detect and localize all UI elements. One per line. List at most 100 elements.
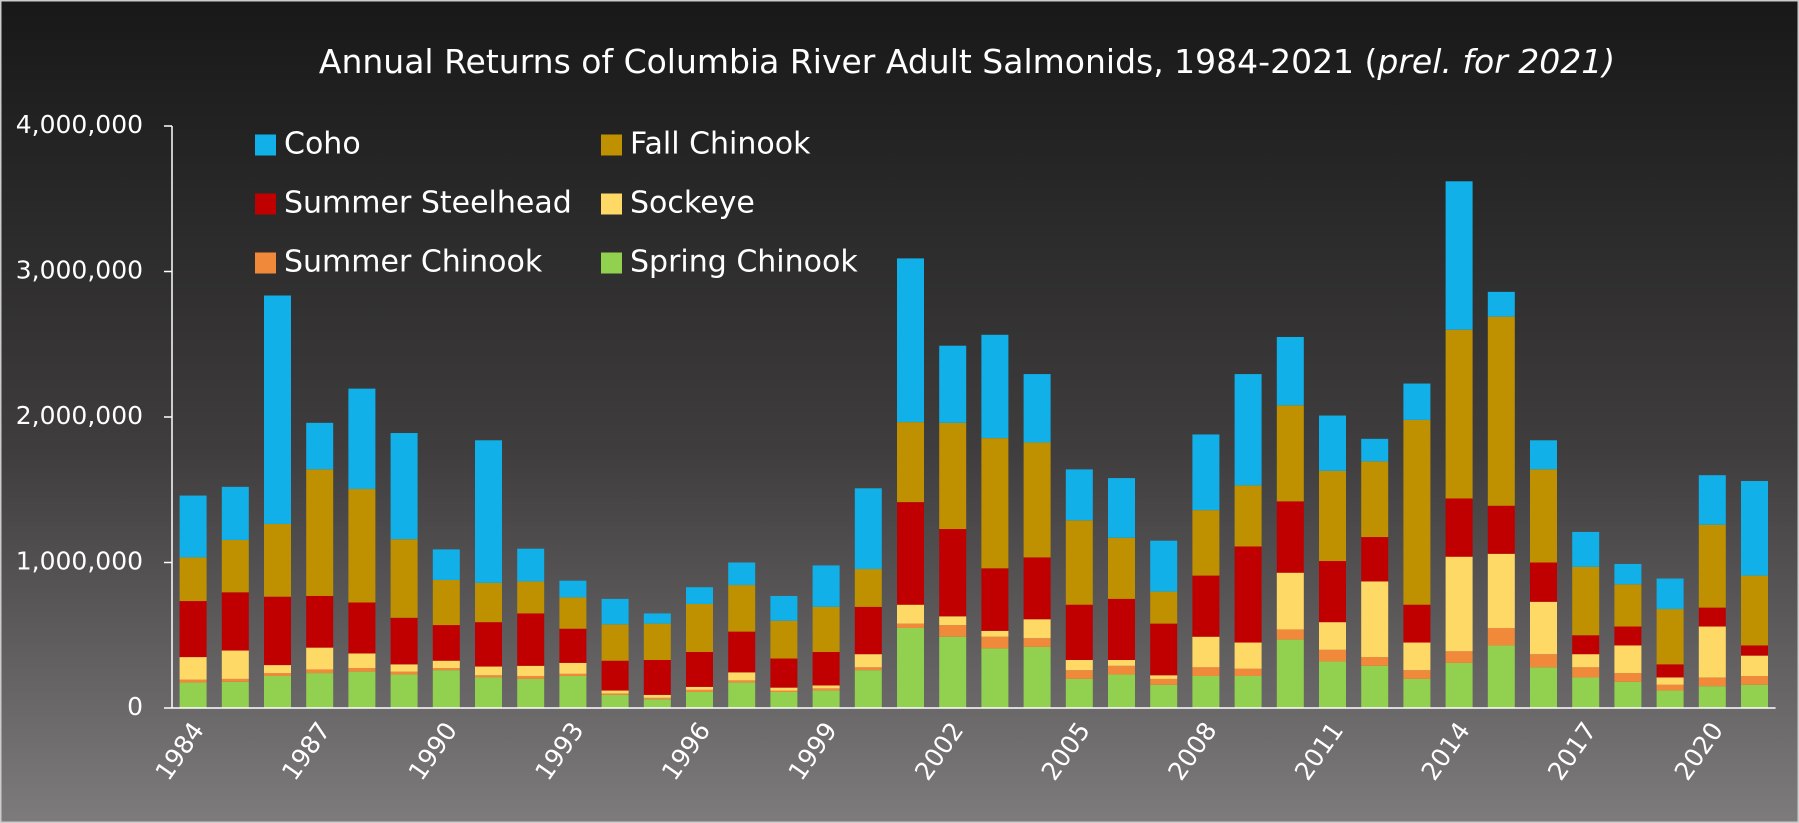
- bar-segment: [1614, 626, 1642, 646]
- bar-segment: [643, 694, 671, 698]
- bar-segment: [221, 539, 249, 593]
- bar-segment: [1023, 646, 1051, 708]
- bar-segment: [221, 678, 249, 682]
- legend-label: Coho: [284, 127, 361, 162]
- bar-segment: [1108, 537, 1135, 599]
- bar-segment: [897, 502, 924, 605]
- bar-segment: [1530, 601, 1557, 655]
- bar-segment: [517, 678, 545, 708]
- bar-segment: [1276, 336, 1304, 406]
- bar-segment: [1656, 684, 1684, 691]
- bar-segment: [348, 602, 376, 654]
- bar-segment: [432, 660, 460, 668]
- bar-segment: [1487, 291, 1515, 317]
- bar-segment: [1530, 469, 1557, 563]
- bar-segment: [179, 495, 207, 558]
- bar-segment: [1065, 678, 1093, 708]
- bar-segment: [1572, 654, 1600, 668]
- bar-segment: [264, 295, 291, 524]
- bar-segment: [686, 587, 713, 604]
- bar-segment: [1656, 578, 1684, 610]
- bar-segment: [1698, 607, 1726, 627]
- bar-segment: [1234, 374, 1262, 486]
- bar-segment: [1023, 619, 1051, 639]
- bar-segment: [1614, 563, 1642, 585]
- bar-segment: [559, 662, 587, 674]
- bar-segment: [981, 630, 1009, 637]
- bar-segment: [1361, 657, 1389, 666]
- bar-segment: [939, 345, 967, 423]
- bar-segment: [812, 651, 840, 686]
- bar-segment: [264, 665, 291, 674]
- bar-segment: [475, 675, 502, 678]
- bar-segment: [812, 565, 840, 607]
- bar-segment: [559, 628, 587, 663]
- bar-segment: [559, 673, 587, 676]
- bar-segment: [1572, 667, 1600, 678]
- bar-segment: [601, 598, 629, 625]
- bar-segment: [306, 647, 334, 670]
- bar-segment: [1403, 604, 1431, 643]
- bar-segment: [686, 686, 713, 690]
- y-tick-label: 1,000,000: [16, 547, 143, 576]
- bar-segment: [1319, 649, 1346, 662]
- bar-segment: [221, 592, 249, 651]
- bar-segment: [1487, 505, 1515, 554]
- bar-segment: [1361, 461, 1389, 538]
- bar-segment: [390, 674, 418, 708]
- bar-segment: [348, 653, 376, 668]
- bar-segment: [390, 664, 418, 672]
- bar-segment: [981, 334, 1009, 439]
- bar-segment: [1403, 678, 1431, 708]
- bar-segment: [221, 650, 249, 679]
- bar-segment: [686, 603, 713, 652]
- bar-segment: [1445, 498, 1473, 557]
- bar-segment: [1192, 510, 1220, 576]
- bar-segment: [1656, 690, 1684, 708]
- bar-segment: [1234, 668, 1262, 676]
- bar-segment: [390, 539, 418, 618]
- bar-segment: [1065, 604, 1093, 660]
- bar-segment: [432, 549, 460, 580]
- bar-segment: [601, 690, 629, 694]
- bar-segment: [348, 671, 376, 708]
- bar-segment: [897, 623, 924, 628]
- bar-segment: [1698, 475, 1726, 525]
- bar-segment: [728, 672, 756, 681]
- bar-segment: [1192, 675, 1220, 708]
- bar-segment: [1698, 686, 1726, 708]
- bar-segment: [1023, 374, 1051, 443]
- bar-segment: [1319, 415, 1346, 471]
- bar-segment: [939, 529, 967, 617]
- bar-segment: [306, 673, 334, 708]
- bar-segment: [432, 670, 460, 708]
- bar-segment: [475, 440, 502, 583]
- bar-segment: [432, 625, 460, 661]
- bar-segment: [1530, 667, 1557, 708]
- bar-segment: [221, 486, 249, 540]
- bar-segment: [643, 699, 671, 708]
- bar-segment: [264, 673, 291, 676]
- bar-segment: [1319, 470, 1346, 562]
- bar-segment: [1741, 575, 1768, 646]
- bar-segment: [686, 691, 713, 708]
- bar-segment: [1150, 623, 1178, 676]
- bar-segment: [1656, 664, 1684, 678]
- bar-segment: [390, 617, 418, 665]
- bar-segment: [812, 685, 840, 689]
- bar-segment: [643, 623, 671, 660]
- bar-segment: [1108, 665, 1135, 675]
- bar-segment: [728, 680, 756, 683]
- bar-segment: [601, 694, 629, 708]
- bar-segment: [1150, 540, 1178, 592]
- bar-segment: [517, 581, 545, 614]
- chart-title: Annual Returns of Columbia River Adult S…: [319, 42, 1615, 81]
- bar-segment: [897, 627, 924, 708]
- bar-segment: [1192, 434, 1220, 511]
- bar-segment: [1108, 674, 1135, 708]
- bar-segment: [179, 601, 207, 658]
- bar-segment: [601, 624, 629, 661]
- bar-segment: [264, 596, 291, 666]
- bar-segment: [1403, 383, 1431, 420]
- bar-segment: [1065, 659, 1093, 671]
